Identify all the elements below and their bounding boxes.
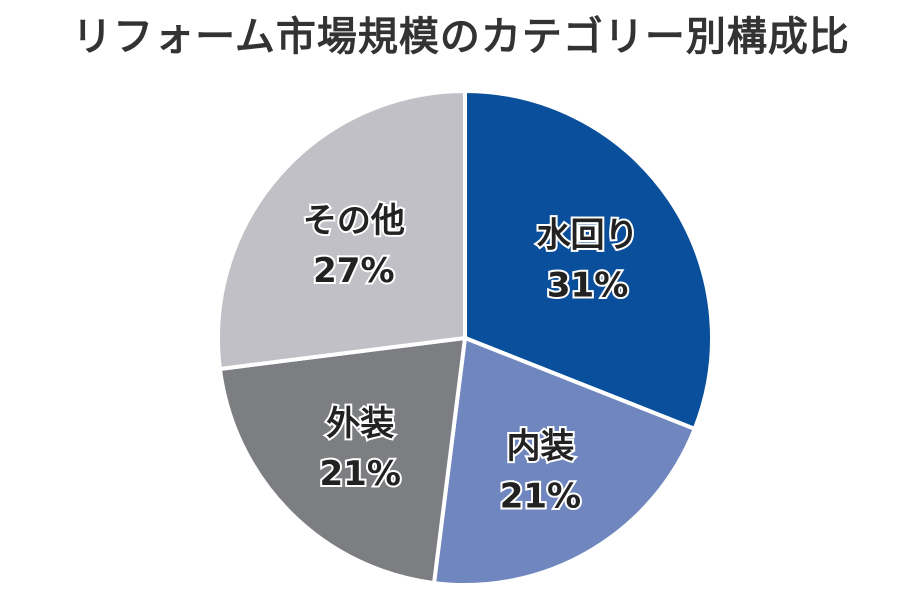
slice-label: 内装 [506, 427, 574, 467]
slice-label: 外装 [326, 404, 394, 444]
slice-value-label: 21% [320, 454, 401, 494]
slice-label: 水回り [537, 216, 639, 256]
slice-value-label: 27% [313, 251, 394, 291]
chart-title: リフォーム市場規模のカテゴリー別構成比 [72, 14, 850, 60]
slice-value-label: 31% [547, 266, 628, 306]
slice-value-label: 21% [500, 477, 581, 517]
slice-label: その他 [303, 201, 405, 241]
pie-slice [463, 88, 714, 432]
pie-slice [216, 88, 467, 372]
pie-slice [431, 335, 698, 587]
pie-slice [217, 335, 468, 586]
